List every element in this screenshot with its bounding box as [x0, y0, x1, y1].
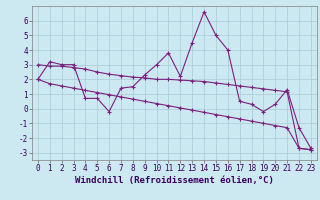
X-axis label: Windchill (Refroidissement éolien,°C): Windchill (Refroidissement éolien,°C) — [75, 176, 274, 185]
